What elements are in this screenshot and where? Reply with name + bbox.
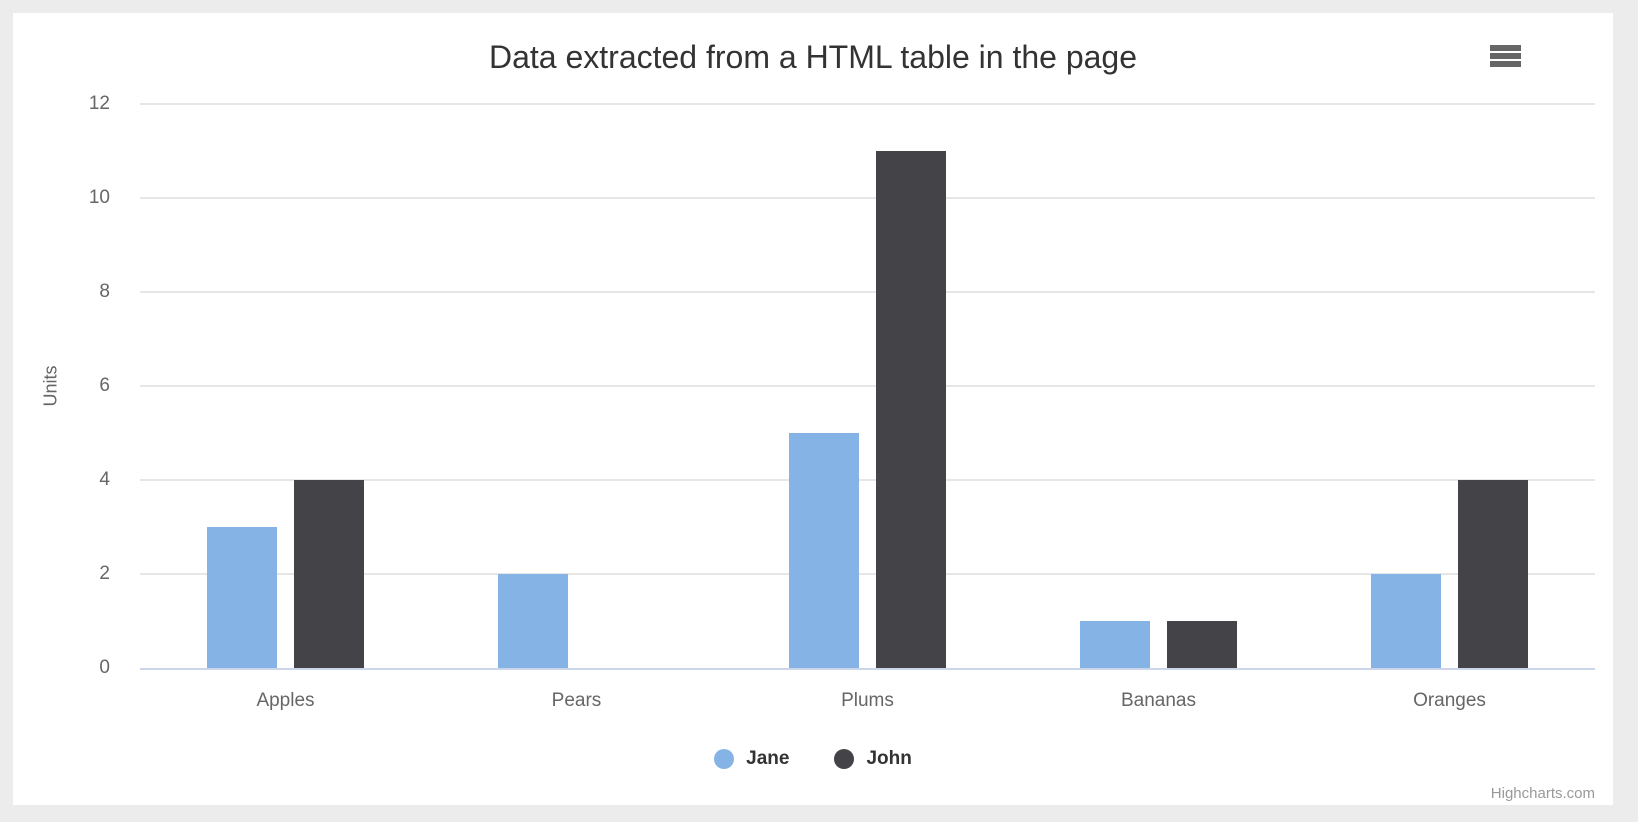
x-category-label-pears: Pears [551,690,602,711]
highcharts-credit[interactable]: Highcharts.com [1490,785,1595,802]
bar-jane-oranges[interactable] [1370,574,1441,668]
bar-john-oranges[interactable] [1458,480,1529,668]
bar-jane-plums[interactable] [788,433,859,668]
bar-jane-apples[interactable] [206,527,277,668]
y-tick-label-12: 12 [88,93,110,114]
chart-title: Data extracted from a HTML table in the … [488,39,1138,75]
legend-label: John [866,748,912,769]
gridline-y2 [140,573,1595,575]
hamburger-icon [1490,45,1521,67]
y-tick-label-8: 8 [99,281,110,302]
y-tick-label-10: 10 [88,187,110,208]
gridline-y4 [140,479,1595,481]
x-axis-labels: Apples Pears Plums Bananas Oranges [140,690,1595,716]
x-category-label-plums: Plums [841,690,894,711]
x-category-label-bananas: Bananas [1120,690,1196,711]
gridline-y12 [140,103,1595,105]
bar-john-apples[interactable] [294,480,365,668]
context-menu-button[interactable] [1490,45,1521,67]
legend: Jane John [13,748,1613,770]
bar-john-plums[interactable] [876,151,947,668]
x-category-label-oranges: Oranges [1413,690,1486,711]
legend-item-jane[interactable]: Jane [714,748,789,770]
bar-jane-bananas[interactable] [1079,621,1150,668]
bar-john-bananas[interactable] [1167,621,1238,668]
gridline-y8 [140,291,1595,293]
legend-marker-icon [834,749,855,769]
chart-card: Data extracted from a HTML table in the … [13,13,1613,805]
x-axis-line [140,668,1595,670]
legend-label: Jane [746,748,790,769]
y-tick-label-4: 4 [99,469,110,490]
x-category-label-apples: Apples [256,690,315,711]
gridline-y10 [140,197,1595,199]
plot-area [140,103,1595,670]
gridline-y6 [140,385,1595,387]
y-tick-label-0: 0 [99,657,110,678]
bar-jane-pears[interactable] [497,574,568,668]
legend-marker-icon [714,749,735,769]
y-tick-label-6: 6 [99,375,110,396]
y-axis-labels: 0 2 4 6 8 10 12 [13,93,110,678]
y-tick-label-2: 2 [99,563,110,584]
legend-item-john[interactable]: John [834,748,912,770]
